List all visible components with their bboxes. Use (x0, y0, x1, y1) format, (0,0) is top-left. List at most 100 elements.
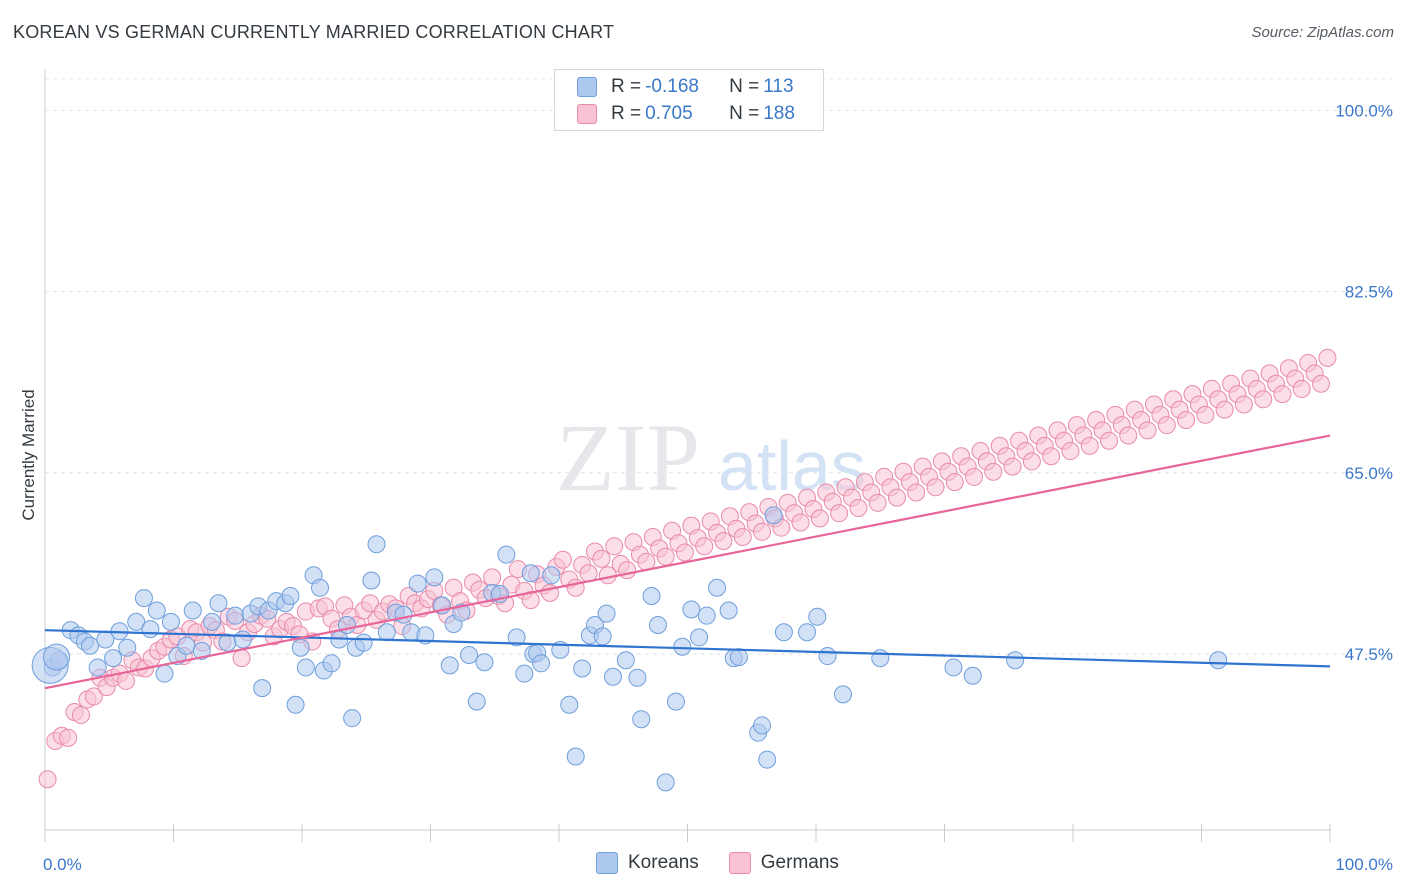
korean-point (192, 641, 211, 660)
german-point (965, 467, 984, 486)
legend: R = -0.168 N = 113 R = 0.705 N = 188 (554, 69, 824, 131)
legend-n-value: 113 (763, 76, 794, 97)
german-point (1273, 385, 1292, 404)
korean-point (43, 643, 71, 671)
german-point (1234, 395, 1253, 414)
german-point (984, 462, 1003, 481)
korean-point (818, 647, 837, 666)
german-point (675, 543, 694, 562)
korean-point (753, 716, 772, 735)
korean-point (616, 651, 635, 670)
korean-point (719, 601, 738, 620)
german-points (38, 348, 1337, 789)
german-point (1003, 457, 1022, 476)
german-point (1157, 416, 1176, 435)
korean-point (209, 594, 228, 613)
german-point (656, 547, 675, 566)
german-point (1215, 400, 1234, 419)
legend-n-value: 188 (763, 103, 795, 124)
korean-point (682, 600, 701, 619)
korean-point (648, 615, 667, 634)
german-point (71, 706, 90, 725)
german-point (592, 549, 611, 568)
korean-point (183, 601, 202, 620)
german-point (1177, 410, 1196, 429)
german-point (1099, 431, 1118, 450)
korean-point (708, 578, 727, 597)
korean-point (296, 658, 315, 677)
watermark: ZIP atlas (556, 404, 866, 511)
korean-point (963, 666, 982, 685)
korean-point (416, 626, 435, 645)
german-point (926, 478, 945, 497)
german-point (1196, 405, 1215, 424)
korean-point (944, 658, 963, 677)
german-point (84, 687, 103, 706)
german-point (1022, 452, 1041, 471)
bottom-legend-koreans: Koreans (596, 852, 699, 874)
german-point (1318, 348, 1337, 367)
korean-point (155, 664, 174, 683)
legend-row-germans: R = 0.705 N = 188 (577, 102, 795, 126)
korean-point (253, 679, 272, 698)
korean-point (80, 636, 99, 655)
korean-point (774, 623, 793, 642)
korean-point (758, 750, 777, 769)
korean-point (452, 603, 471, 622)
korean-point (1209, 651, 1228, 670)
bottom-legend-label-koreans: Koreans (628, 852, 699, 873)
korean-point (425, 568, 444, 587)
gridlines (45, 78, 1392, 655)
korean-point (542, 566, 561, 585)
korean-point (1006, 651, 1025, 670)
korean-point (593, 627, 612, 646)
legend-r-label: R = (611, 76, 642, 97)
german-point (1292, 379, 1311, 398)
bottom-legend: Koreans Germans (596, 852, 869, 874)
korean-point (291, 638, 310, 657)
korean-point (218, 633, 237, 652)
korean-point (286, 695, 305, 714)
korean-point (597, 604, 616, 623)
korean-point (521, 564, 540, 583)
korean-point (354, 633, 373, 652)
german-point (232, 649, 251, 668)
legend-row-koreans: R = -0.168 N = 113 (577, 75, 794, 99)
german-point (733, 527, 752, 546)
korean-point (141, 620, 160, 639)
bottom-legend-swatch-koreans (596, 852, 618, 874)
korean-point (310, 578, 329, 597)
german-point (553, 550, 572, 569)
german-point (810, 509, 829, 528)
korean-point (322, 654, 341, 673)
y-axis-label: Currently Married (19, 389, 38, 520)
korean-point (127, 612, 146, 631)
german-point (887, 488, 906, 507)
korean-point (673, 637, 692, 656)
korean-point (566, 747, 585, 766)
korean-point (666, 692, 685, 711)
german-point (849, 498, 868, 517)
korean-point (233, 630, 252, 649)
korean-point (628, 668, 647, 687)
korean-point (377, 623, 396, 642)
german-point (59, 728, 78, 747)
korean-point (642, 587, 661, 606)
watermark-zip: ZIP (556, 404, 700, 511)
german-point (1042, 447, 1061, 466)
korean-point (460, 646, 479, 665)
korean-point (560, 695, 579, 714)
korean-point (632, 710, 651, 729)
german-point (791, 513, 810, 532)
german-point (945, 473, 964, 492)
german-point (38, 770, 57, 789)
korean-point (697, 606, 716, 625)
korean-point (603, 667, 622, 686)
korean-point (161, 612, 180, 631)
korean-point (808, 607, 827, 626)
chart-source: Source: ZipAtlas.com (1251, 24, 1394, 41)
y-tick-label: 65.0% (1345, 464, 1393, 483)
korean-point (367, 535, 386, 554)
german-point (753, 522, 772, 541)
korean-trend-line (44, 629, 1331, 668)
